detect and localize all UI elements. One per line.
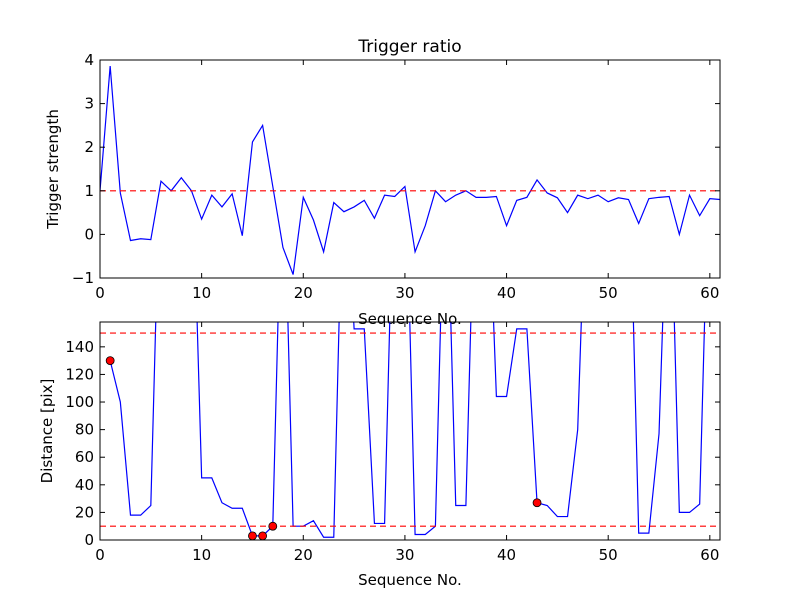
y-axis: −1 0 1 2 3 4	[72, 51, 720, 287]
y-tick-label: 40	[75, 476, 94, 494]
y-tick-label: 60	[75, 448, 94, 466]
chart-title: Trigger ratio	[357, 37, 461, 57]
x-tick-label: 50	[599, 284, 618, 302]
x-tick-label: 40	[497, 284, 516, 302]
x-tick-label: 20	[294, 284, 313, 302]
plot-frame	[99, 59, 721, 279]
y-tick-label: −1	[72, 269, 94, 287]
data-marker	[268, 521, 278, 531]
x-tick-label: 60	[700, 546, 719, 564]
x-axis-label: Sequence No.	[358, 571, 462, 589]
y-tick-label: 2	[84, 138, 94, 156]
series-layer	[100, 66, 720, 275]
y-tick-label: 80	[75, 421, 94, 439]
x-axis-label: Sequence No.	[358, 310, 462, 328]
y-tick-label: 140	[65, 338, 94, 356]
x-tick-label: 0	[95, 546, 105, 564]
data-marker	[105, 356, 115, 366]
series-layer	[109, 322, 706, 538]
x-tick-label: 40	[497, 546, 516, 564]
x-tick-label: 20	[294, 546, 313, 564]
data-marker	[248, 531, 257, 541]
x-tick-label: 60	[700, 284, 719, 302]
marker-layer	[105, 356, 542, 541]
x-axis: 0 10 20 30 40 50 60	[95, 60, 719, 302]
series-line	[109, 322, 706, 538]
y-tick-label: 1	[84, 182, 94, 200]
threshold-layer	[100, 332, 720, 527]
y-tick-label: 4	[84, 51, 94, 69]
y-tick-label: 20	[75, 503, 94, 521]
x-tick-label: 50	[599, 546, 618, 564]
x-tick-label: 0	[95, 284, 105, 302]
x-tick-label: 10	[192, 284, 211, 302]
y-tick-label: 0	[84, 531, 94, 549]
plot-frame	[99, 321, 721, 541]
x-tick-label: 30	[395, 284, 414, 302]
data-marker	[258, 531, 268, 541]
y-tick-label: 3	[84, 95, 94, 113]
y-tick-label: 120	[65, 365, 94, 383]
data-marker	[532, 498, 542, 508]
y-axis-label: Distance [pix]	[38, 379, 56, 484]
x-axis: 0 10 20 30 40 50 60	[95, 322, 719, 564]
x-tick-label: 10	[192, 546, 211, 564]
x-tick-label: 30	[395, 546, 414, 564]
distance-chart: 0 10 20 30 40 50 60 0 20 40 60 80 100 120 140 Sequenc…	[38, 321, 721, 589]
y-tick-label: 0	[84, 225, 94, 243]
series-line	[100, 66, 720, 275]
y-tick-label: 100	[65, 393, 94, 411]
y-axis-label: Trigger strength	[44, 109, 62, 230]
y-axis: 0 20 40 60 80 100 120 140	[65, 338, 720, 549]
